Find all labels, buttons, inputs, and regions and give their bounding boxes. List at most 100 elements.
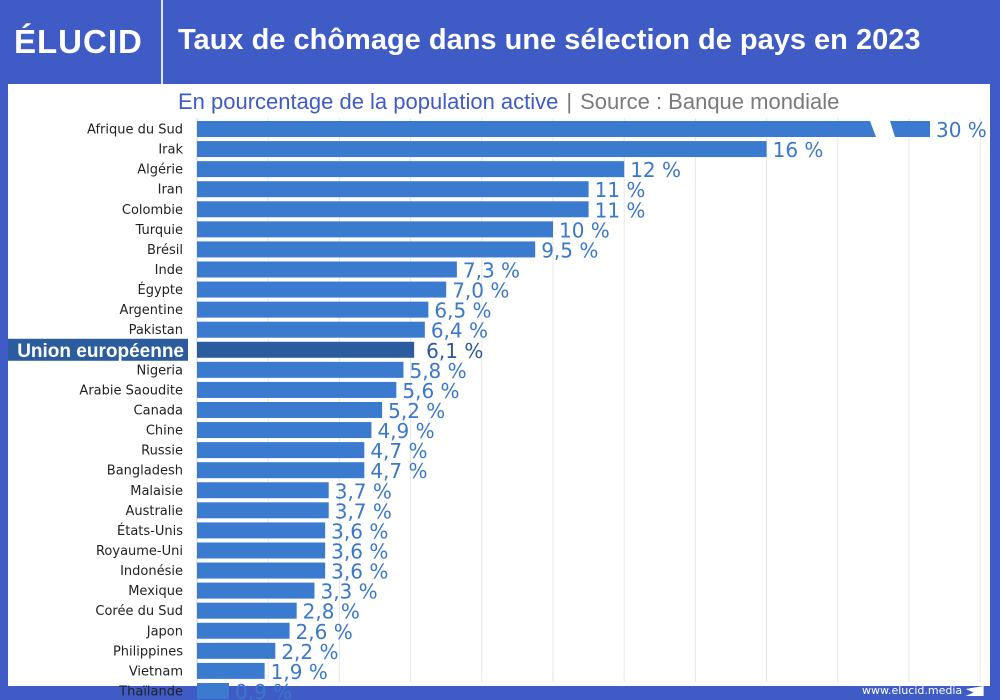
value-label: 2,8 % bbox=[303, 600, 360, 624]
category-label: Australie bbox=[125, 504, 183, 519]
bar bbox=[197, 582, 315, 599]
bar-segment bbox=[197, 121, 876, 137]
category-label: Irak bbox=[158, 143, 183, 158]
value-label: 6,5 % bbox=[434, 299, 491, 323]
elucid-logo: ÉLUCID bbox=[14, 23, 143, 60]
category-label: Égypte bbox=[137, 282, 183, 298]
category-label: Corée du Sud bbox=[95, 604, 183, 619]
subtitle-separator: | bbox=[566, 89, 573, 114]
bar bbox=[197, 281, 447, 298]
category-label: Vietnam bbox=[129, 664, 183, 679]
value-label: 6,1 % bbox=[426, 339, 483, 363]
category-label: Malaisie bbox=[130, 484, 183, 499]
category-label: Brésil bbox=[147, 243, 183, 258]
category-label: Argentine bbox=[120, 303, 183, 318]
value-label: 6,4 % bbox=[431, 319, 488, 343]
value-label: 12 % bbox=[630, 158, 681, 182]
bar bbox=[197, 241, 536, 258]
value-label: 30 % bbox=[936, 118, 987, 142]
value-label: 4,9 % bbox=[377, 419, 434, 443]
chart-title: Taux de chômage dans une sélection de pa… bbox=[178, 24, 921, 56]
category-label: Bangladesh bbox=[107, 464, 183, 479]
footer-url-text[interactable]: www.elucid.media bbox=[862, 684, 963, 697]
bar bbox=[197, 502, 329, 519]
bar bbox=[197, 141, 767, 158]
bar bbox=[197, 341, 415, 358]
value-label: 3,6 % bbox=[331, 560, 388, 584]
bar-segment-broken bbox=[890, 121, 930, 137]
bar bbox=[197, 321, 425, 338]
category-label: Thaïlande bbox=[118, 684, 183, 699]
category-label: Afrique du Sud bbox=[87, 123, 183, 138]
bar bbox=[197, 181, 589, 198]
category-label: Algérie bbox=[137, 163, 183, 178]
value-label: 9,5 % bbox=[541, 238, 598, 262]
bar bbox=[197, 682, 230, 699]
value-label: 7,3 % bbox=[463, 258, 520, 282]
category-label: Union européenne bbox=[17, 341, 184, 362]
subtitle-source: Source : Banque mondiale bbox=[580, 89, 840, 114]
bar bbox=[197, 161, 625, 178]
value-label: 3,6 % bbox=[331, 539, 388, 563]
category-label: Royaume-Uni bbox=[96, 544, 183, 559]
category-label: Japon bbox=[146, 624, 183, 639]
bar bbox=[197, 622, 290, 639]
category-label: Nigeria bbox=[136, 363, 183, 378]
value-label: 5,2 % bbox=[388, 399, 445, 423]
category-label: Mexique bbox=[128, 584, 183, 599]
category-label: Inde bbox=[155, 263, 183, 278]
value-label: 0,9 % bbox=[235, 680, 292, 700]
bar bbox=[197, 542, 326, 559]
value-label: 11 % bbox=[595, 198, 646, 222]
category-label: Arabie Saoudite bbox=[79, 383, 183, 398]
value-label: 1,9 % bbox=[271, 660, 328, 684]
value-label: 4,7 % bbox=[370, 459, 427, 483]
bar bbox=[197, 422, 372, 439]
category-label: Pakistan bbox=[129, 323, 183, 338]
value-label: 10 % bbox=[559, 218, 610, 242]
value-label: 5,8 % bbox=[409, 359, 466, 383]
bar bbox=[197, 642, 276, 659]
bar bbox=[197, 261, 457, 278]
bar bbox=[197, 562, 326, 579]
value-label: 3,7 % bbox=[335, 499, 392, 523]
chart-subtitle: En pourcentage de la population active | S… bbox=[178, 89, 978, 115]
value-label: 2,6 % bbox=[296, 620, 353, 644]
category-label: Turquie bbox=[135, 223, 183, 238]
elucid-flag-icon bbox=[965, 686, 984, 696]
value-label: 5,6 % bbox=[402, 379, 459, 403]
value-label: 2,2 % bbox=[281, 640, 338, 664]
bar bbox=[197, 462, 365, 479]
bar bbox=[197, 381, 397, 398]
value-label: 7,0 % bbox=[452, 279, 509, 303]
category-label: Iran bbox=[158, 183, 183, 198]
category-label: Russie bbox=[141, 444, 183, 459]
bar bbox=[197, 482, 329, 499]
bar bbox=[197, 361, 404, 378]
category-label: Indonésie bbox=[120, 564, 183, 579]
category-label: États-Unis bbox=[117, 523, 183, 539]
bar bbox=[197, 221, 553, 238]
category-label: Philippines bbox=[113, 644, 183, 659]
footer-url[interactable]: www.elucid.media bbox=[862, 684, 992, 697]
value-label: 4,7 % bbox=[370, 439, 427, 463]
bar bbox=[197, 522, 326, 539]
value-label: 16 % bbox=[773, 138, 824, 162]
bar bbox=[197, 401, 383, 418]
bar bbox=[197, 442, 365, 459]
value-label: 3,6 % bbox=[331, 519, 388, 543]
category-label: Chine bbox=[146, 424, 183, 439]
bar bbox=[197, 602, 297, 619]
value-label: 3,3 % bbox=[320, 580, 377, 604]
value-label: 11 % bbox=[595, 178, 646, 202]
category-label: Canada bbox=[134, 403, 183, 418]
category-label: Colombie bbox=[122, 203, 183, 218]
value-label: 3,7 % bbox=[335, 479, 392, 503]
bar bbox=[197, 301, 429, 318]
header-divider bbox=[161, 0, 163, 84]
bar bbox=[197, 201, 589, 218]
bar bbox=[197, 662, 265, 679]
subtitle-measure: En pourcentage de la population active bbox=[178, 89, 559, 114]
highlight-label-bg bbox=[8, 338, 188, 361]
